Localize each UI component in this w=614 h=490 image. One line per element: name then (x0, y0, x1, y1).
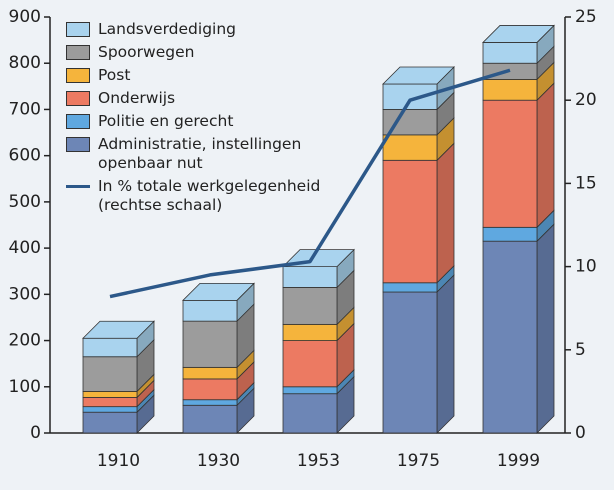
legend-label: Politie en gerecht (98, 112, 234, 130)
bar-top (382, 66, 455, 85)
legend-label: Post (98, 66, 131, 84)
legend-swatch (66, 185, 90, 188)
legend-item: Administratie, instellingen openbaar nut (66, 135, 336, 173)
bar-side (436, 274, 455, 434)
legend-label: Onderwijs (98, 89, 176, 107)
y-tick-label: 100 (9, 377, 41, 397)
legend-item: Landsverdediging (66, 20, 336, 39)
bar (382, 83, 438, 110)
bar (82, 397, 138, 408)
y-tick-label: 500 (9, 192, 41, 212)
bar (182, 399, 238, 406)
x-tick-label: 1999 (497, 451, 540, 471)
bar-top (482, 25, 555, 43)
y2-tick-label: 10 (575, 257, 597, 277)
y2-tick-label: 25 (575, 7, 597, 27)
bar (382, 134, 438, 161)
legend-label: Administratie, instellingen openbaar nut (98, 135, 302, 172)
legend-item: In % totale werkgelegenheid (rechtse sch… (66, 177, 336, 215)
bar (482, 42, 538, 64)
legend-label: Landsverdediging (98, 20, 237, 38)
y2-tick-label: 15 (575, 173, 597, 193)
bar (382, 291, 438, 434)
bar-side (436, 142, 455, 284)
legend-item: Onderwijs (66, 89, 336, 108)
legend-swatch (66, 45, 90, 60)
legend-item: Politie en gerecht (66, 112, 336, 131)
bar (382, 159, 438, 284)
y-tick-label: 200 (9, 331, 41, 351)
y-tick-label: 300 (9, 284, 41, 304)
legend-label: Spoorwegen (98, 43, 195, 61)
bar (282, 286, 338, 325)
bar-top (182, 282, 255, 301)
legend-item: Post (66, 66, 336, 85)
legend-swatch (66, 114, 90, 129)
y2-tick-label: 20 (575, 90, 597, 110)
bar (482, 226, 538, 242)
legend-swatch (66, 68, 90, 83)
y-tick-label: 0 (30, 423, 41, 443)
bar-side (536, 82, 555, 229)
legend-swatch (66, 22, 90, 37)
bar (82, 390, 138, 398)
bar (482, 240, 538, 434)
bar (82, 411, 138, 434)
bar (82, 406, 138, 413)
bar (82, 337, 138, 358)
bar (282, 266, 338, 288)
bar (382, 282, 438, 293)
bar (282, 323, 338, 341)
y-tick-label: 800 (9, 53, 41, 73)
y-tick-label: 600 (9, 146, 41, 166)
bar-side (536, 223, 555, 434)
bar (182, 299, 238, 322)
bar (182, 366, 238, 380)
legend-swatch (66, 91, 90, 106)
legend-swatch (66, 137, 90, 152)
bar (182, 320, 238, 368)
legend-item: Spoorwegen (66, 43, 336, 62)
x-tick-label: 1930 (197, 451, 240, 471)
line-series (109, 68, 511, 299)
legend-label: In % totale werkgelegenheid (rechtse sch… (98, 177, 321, 214)
x-tick-label: 1953 (297, 451, 340, 471)
bar-top (82, 320, 155, 339)
bar (282, 340, 338, 388)
bar (182, 404, 238, 434)
x-tick-label: 1910 (97, 451, 140, 471)
y-tick-label: 700 (9, 99, 41, 119)
bar (282, 386, 338, 395)
y2-tick-label: 5 (575, 340, 586, 360)
legend: Landsverdediging Spoorwegen Post Onderwijs P… (66, 20, 336, 219)
x-tick-label: 1975 (397, 451, 440, 471)
bar (482, 99, 538, 228)
bar (182, 378, 238, 401)
bar (82, 356, 138, 392)
y2-tick-label: 0 (575, 423, 586, 443)
y-tick-label: 400 (9, 238, 41, 258)
y-tick-label: 900 (9, 7, 41, 27)
bar (482, 79, 538, 101)
bar (282, 393, 338, 434)
